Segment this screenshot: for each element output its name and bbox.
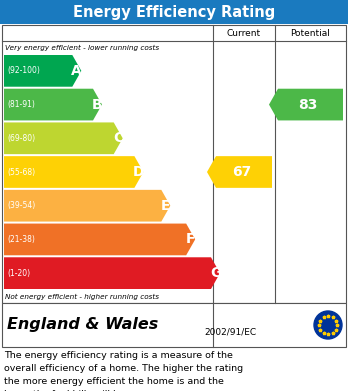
Text: Current: Current <box>227 29 261 38</box>
Text: A: A <box>71 64 82 78</box>
Text: 83: 83 <box>298 98 318 111</box>
Polygon shape <box>4 190 170 222</box>
Text: E: E <box>161 199 171 213</box>
Polygon shape <box>4 55 81 87</box>
Polygon shape <box>4 89 102 120</box>
Text: (55-68): (55-68) <box>7 167 35 176</box>
Bar <box>2 25 346 303</box>
Bar <box>2 303 346 347</box>
Text: (69-80): (69-80) <box>7 134 35 143</box>
Text: G: G <box>210 266 221 280</box>
Polygon shape <box>207 156 272 188</box>
Text: The energy efficiency rating is a measure of the
overall efficiency of a home. T: The energy efficiency rating is a measur… <box>4 351 243 391</box>
Polygon shape <box>269 89 343 120</box>
Text: C: C <box>113 131 123 145</box>
Polygon shape <box>4 224 195 255</box>
Text: F: F <box>186 232 196 246</box>
Text: Not energy efficient - higher running costs: Not energy efficient - higher running co… <box>5 293 159 300</box>
Text: (81-91): (81-91) <box>7 100 35 109</box>
Circle shape <box>314 311 342 339</box>
Text: (1-20): (1-20) <box>7 269 30 278</box>
Text: Potential: Potential <box>291 29 331 38</box>
Text: England & Wales: England & Wales <box>7 317 158 332</box>
Text: 67: 67 <box>232 165 251 179</box>
Text: (39-54): (39-54) <box>7 201 35 210</box>
Text: Very energy efficient - lower running costs: Very energy efficient - lower running co… <box>5 45 159 50</box>
Text: Energy Efficiency Rating: Energy Efficiency Rating <box>73 5 275 20</box>
Text: 2002/91/EC: 2002/91/EC <box>204 328 256 337</box>
Text: D: D <box>133 165 145 179</box>
Polygon shape <box>4 156 143 188</box>
Text: (21-38): (21-38) <box>7 235 35 244</box>
Text: (92-100): (92-100) <box>7 66 40 75</box>
Bar <box>0 0 348 24</box>
Text: B: B <box>92 98 103 111</box>
Polygon shape <box>4 122 123 154</box>
Polygon shape <box>4 257 220 289</box>
